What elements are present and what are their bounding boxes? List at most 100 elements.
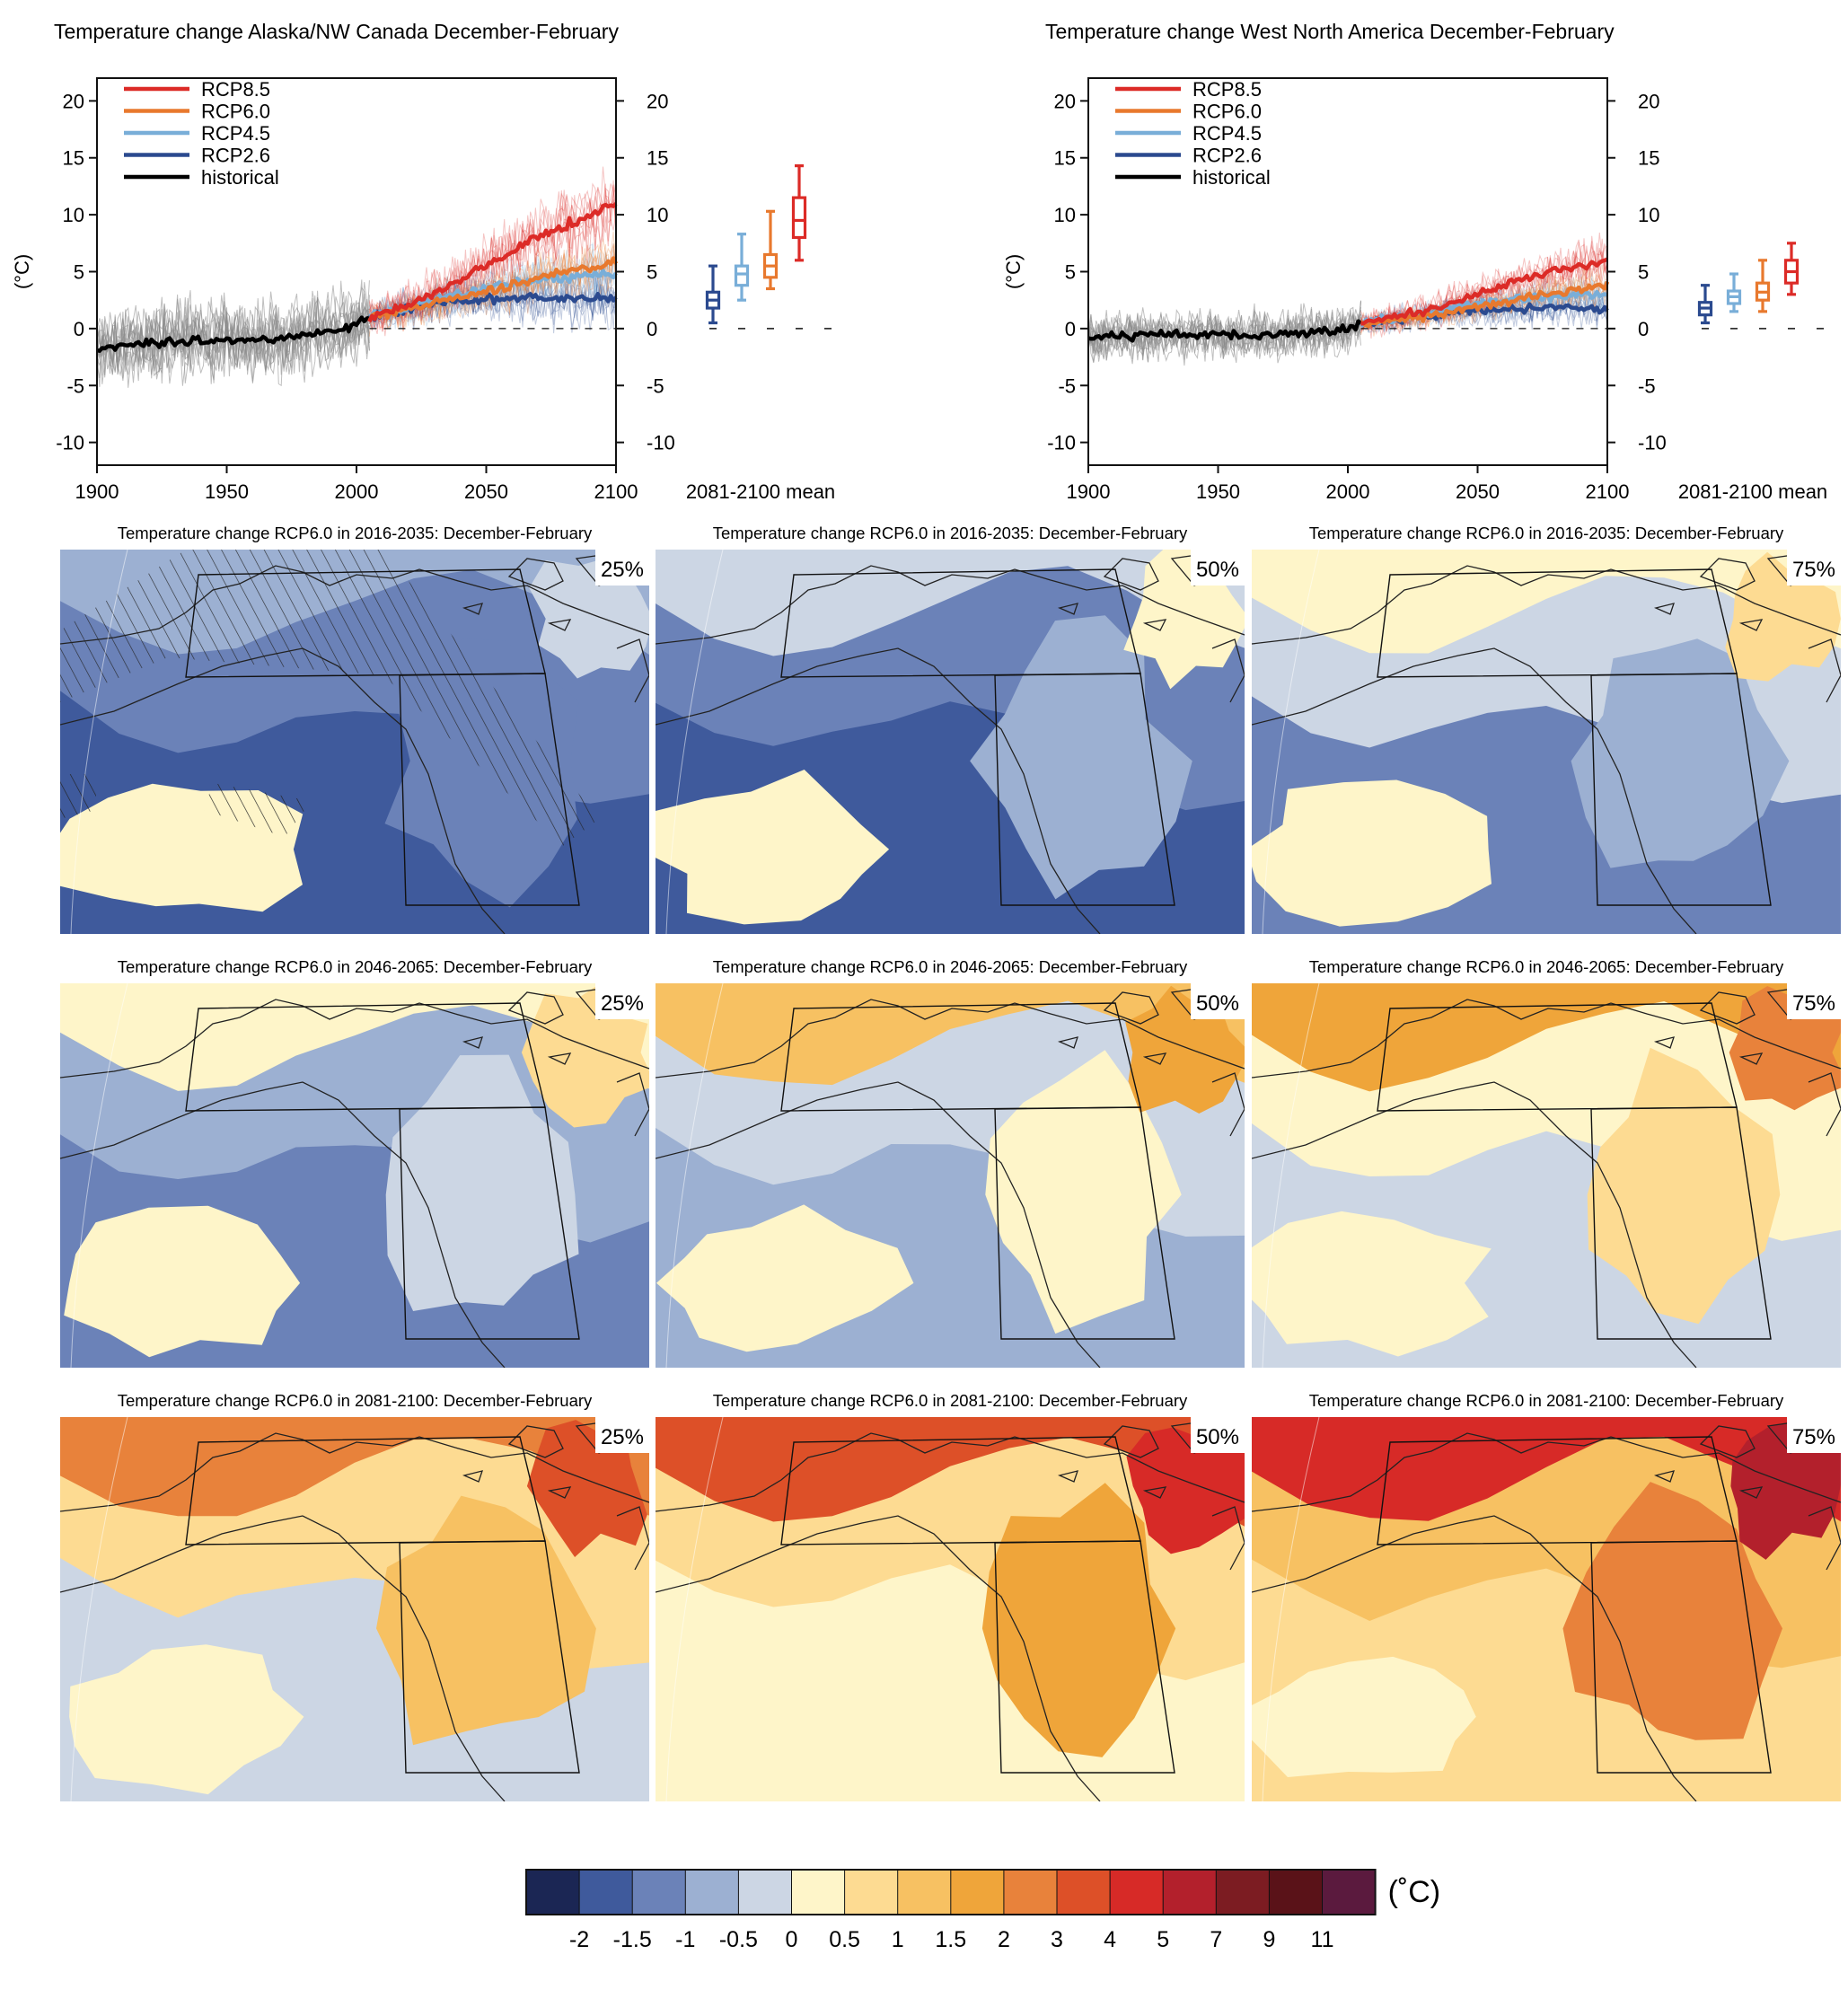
colorbar-swatch [897, 1870, 951, 1915]
y-tick-label-right: 0 [1638, 318, 1649, 340]
mean-line-RCP2.6 [1360, 302, 1609, 328]
mean-line-RCP2.6 [368, 291, 618, 322]
colorbar-swatch [1216, 1870, 1270, 1915]
colorbar-swatch [844, 1870, 898, 1915]
colorbar-tick-label: 0.5 [829, 1927, 860, 1952]
y-tick-label: 15 [63, 147, 84, 170]
region-box-west-na [994, 673, 1175, 906]
ensemble-member-historical [1087, 311, 1361, 366]
contour-band [526, 1420, 647, 1557]
colorbar-tick-label: 0 [786, 1927, 798, 1952]
ensemble-member-RCP2.6 [368, 272, 617, 333]
hatching [60, 774, 96, 819]
x-tick-label: 2050 [464, 480, 508, 503]
colorbar-tick-label: -1 [675, 1927, 695, 1952]
colorbar-tick-label: 1 [892, 1927, 904, 1952]
contour-band [1252, 983, 1841, 1092]
coastline [656, 553, 1245, 934]
map-panel-8: Temperature change RCP6.0 in 2081-2100: … [656, 1391, 1245, 1801]
contour-band [656, 983, 1245, 1091]
map-title: Temperature change RCP6.0 in 2016-2035: … [713, 524, 1188, 542]
region-box-west-na [1590, 1106, 1772, 1340]
legend-label: RCP4.5 [201, 122, 270, 145]
y-tick-label-right: 15 [647, 147, 668, 170]
x-tick-label: 1950 [1196, 480, 1240, 503]
map-field [656, 983, 1245, 1368]
plot-frame [1087, 77, 1608, 466]
percentile-label: 50% [1196, 558, 1239, 582]
colorbar-swatch [1163, 1870, 1217, 1915]
y-tick-label: 15 [1054, 147, 1076, 170]
percentile-label-bg [1787, 1417, 1841, 1453]
percentile-label: 50% [1196, 991, 1239, 1016]
coastline-islands [1057, 603, 1167, 631]
colorbar-tick-label: 2 [998, 1927, 1010, 1952]
legend-label: historical [1192, 166, 1271, 189]
x-tick-label: 2100 [1586, 480, 1630, 503]
percentile-label-bg [1787, 983, 1841, 1019]
map-field [656, 1417, 1245, 1801]
colorbar-tick-label: 9 [1263, 1927, 1275, 1952]
y-tick-label-right: -5 [1638, 374, 1656, 397]
ensemble-member-RCP8.5 [1360, 244, 1608, 330]
hatching [60, 550, 599, 846]
map-field [60, 550, 649, 934]
percentile-label-bg [1191, 1417, 1245, 1453]
meridian [1262, 983, 1320, 1368]
map-field [1252, 983, 1841, 1368]
map-panel-5: Temperature change RCP6.0 in 2046-2065: … [656, 957, 1245, 1368]
y-tick-label: 10 [63, 204, 84, 226]
map-field [60, 983, 649, 1368]
box-RCP8.5 [791, 196, 807, 240]
meridian [70, 550, 128, 934]
colorbar: -2 -1.5 -1 -0.5 0 0.5 1 1.5 2 3 4 5 7 9 11 (˚C) [525, 1869, 1441, 1952]
meridian [1262, 550, 1320, 934]
legend-label: RCP8.5 [201, 78, 270, 101]
coastline [60, 987, 649, 1368]
coastline [60, 553, 649, 934]
contour-band [385, 1054, 579, 1311]
contour-band [1730, 1420, 1841, 1560]
colorbar-swatch [685, 1870, 739, 1915]
region-box-west-na [994, 1540, 1175, 1774]
y-tick-label-right: 15 [1638, 147, 1659, 170]
map-title: Temperature change RCP6.0 in 2081-2100: … [1309, 1391, 1784, 1410]
map-title: Temperature change RCP6.0 in 2081-2100: … [713, 1391, 1188, 1410]
colorbar-swatch [1057, 1870, 1111, 1915]
coastline-islands [462, 1470, 572, 1499]
y-tick-label-right: 10 [1638, 204, 1659, 226]
legend-label: RCP4.5 [1192, 122, 1262, 145]
meridian [1262, 1417, 1320, 1801]
y-tick-label: -5 [66, 374, 84, 397]
contour-band [656, 1417, 1245, 1527]
legend-label: RCP2.6 [1192, 145, 1262, 167]
contour-band [1126, 1427, 1245, 1554]
boxplots [705, 164, 832, 330]
x-tick-label: 2000 [1326, 480, 1370, 503]
contour-band [981, 1483, 1176, 1757]
y-tick-label-right: 20 [1638, 90, 1659, 112]
y-tick-label-right: -10 [647, 432, 675, 454]
contour-band [1562, 1482, 1782, 1740]
timeseries-panel-2: Temperature change West North America De… [1002, 20, 1827, 503]
percentile-label: 75% [1792, 1425, 1835, 1449]
ensemble-member-RCP8.5 [368, 183, 617, 332]
boxplot-label: 2081-2100 mean [686, 480, 835, 503]
colorbar-unit: (˚C) [1388, 1875, 1441, 1909]
colorbar-tick-label: 3 [1051, 1927, 1063, 1952]
colorbar-tick-label: -2 [569, 1927, 589, 1952]
colorbar-tick-label: -0.5 [719, 1927, 758, 1952]
coastline [1252, 553, 1841, 934]
x-tick-label: 2050 [1456, 480, 1500, 503]
coastline-islands [462, 1036, 572, 1065]
contour-band [60, 983, 649, 1091]
region-box-west-na [994, 1106, 1175, 1340]
x-tick-label: 1900 [75, 480, 119, 503]
mean-line-historical [1087, 319, 1363, 343]
coastline [1252, 987, 1841, 1368]
y-tick-label-right: 5 [1638, 261, 1649, 284]
ensemble-member-RCP2.6 [1360, 291, 1608, 334]
colorbar-swatch [1003, 1870, 1057, 1915]
ensemble-member-RCP2.6 [1360, 289, 1608, 333]
